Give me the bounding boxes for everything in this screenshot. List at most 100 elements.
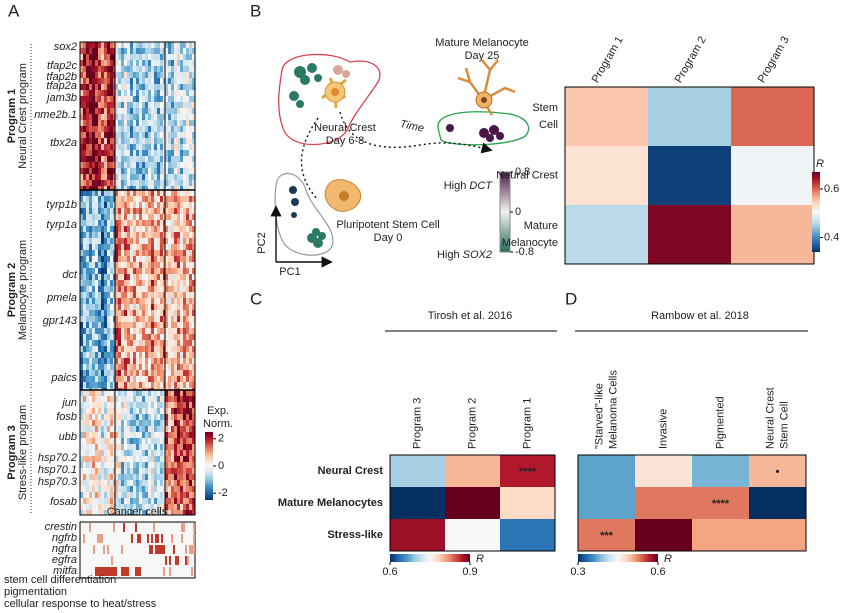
heatmap-cell [121, 414, 124, 420]
heatmap-cell [145, 334, 148, 340]
heatmap-cell [133, 238, 136, 244]
heatmap-cell [186, 66, 189, 72]
heatmap-cell [186, 126, 189, 132]
heatmap-cell [148, 274, 151, 280]
heatmap-cell [98, 298, 101, 304]
heatmap-cell [95, 226, 98, 232]
heatmap-cell [731, 87, 814, 146]
heatmap-cell [107, 120, 110, 126]
heatmap-cell [148, 376, 151, 382]
heatmap-cell [189, 474, 192, 480]
heatmap-cell [92, 232, 95, 238]
heatmap-cell [107, 396, 110, 402]
heatmap-cell [177, 214, 180, 220]
heatmap-cell [92, 438, 95, 444]
heatmap-cell [124, 256, 127, 262]
heatmap-cell [171, 162, 174, 168]
heatmap-cell [130, 444, 133, 450]
heatmap-cell [127, 190, 130, 196]
heatmap-cell [95, 376, 98, 382]
heatmap-cell [186, 262, 189, 268]
heatmap-cell [124, 108, 127, 114]
heatmap-cell [121, 138, 124, 144]
heatmap-cell [95, 174, 98, 180]
heatmap-cell [171, 352, 174, 358]
heatmap-cell [183, 298, 186, 304]
heatmap-cell [104, 250, 107, 256]
heatmap-cell [83, 340, 86, 346]
heatmap-cell [189, 72, 192, 78]
heatmap-cell [151, 286, 154, 292]
heatmap-cell [139, 190, 142, 196]
heatmap-cell [168, 376, 171, 382]
heatmap-cell [174, 420, 177, 426]
heatmap-cell [86, 486, 89, 492]
heatmap-cell [83, 268, 86, 274]
heatmap-cell [183, 168, 186, 174]
heatmap-cell [98, 220, 101, 226]
heatmap-cell [171, 432, 174, 438]
heatmap-cell [139, 390, 142, 396]
heatmap-cell [92, 114, 95, 120]
heatmap-cell [121, 72, 124, 78]
heatmap-cell [89, 244, 92, 250]
heatmap-cell [148, 90, 151, 96]
gene-label: tfap2a [46, 80, 77, 92]
heatmap-cell [124, 334, 127, 340]
heatmap-cell [95, 114, 98, 120]
heatmap-cell [133, 190, 136, 196]
heatmap-cell [157, 352, 160, 358]
heatmap-cell [180, 132, 183, 138]
heatmap-cell [186, 480, 189, 486]
heatmap-cell [86, 232, 89, 238]
heatmap-cell [154, 132, 157, 138]
heatmap-cell [89, 150, 92, 156]
heatmap-cell [177, 298, 180, 304]
heatmap-cell [180, 462, 183, 468]
heatmap-cell [186, 486, 189, 492]
heatmap-cell [189, 156, 192, 162]
heatmap-cell [136, 180, 139, 186]
heatmap-cell [95, 498, 98, 504]
heatmap-cell [95, 346, 98, 352]
heatmap-cell [177, 474, 180, 480]
heatmap-cell [180, 226, 183, 232]
heatmap-cell [133, 450, 136, 456]
heatmap-cell [160, 162, 163, 168]
heatmap-cell [110, 108, 113, 114]
heatmap-cell [136, 174, 139, 180]
heatmap-cell [98, 480, 101, 486]
heatmap-cell [107, 268, 110, 274]
heatmap-cell [177, 334, 180, 340]
heatmap-cell [180, 202, 183, 208]
heatmap-cell [86, 390, 89, 396]
heatmap-cell [101, 168, 104, 174]
gene-label: hsp70.3 [38, 476, 78, 488]
heatmap-cell [151, 498, 154, 504]
heatmap-cell [121, 90, 124, 96]
heatmap-cell [177, 54, 180, 60]
heatmap-cell [121, 48, 124, 54]
heatmap-cell [92, 292, 95, 298]
heatmap-cell [101, 250, 104, 256]
heatmap-cell [186, 444, 189, 450]
heatmap-cell [130, 292, 133, 298]
heatmap-cell [139, 108, 142, 114]
heatmap-cell [92, 150, 95, 156]
heatmap-cell [98, 102, 101, 108]
heatmap-cell [157, 480, 160, 486]
heatmap-cell [95, 316, 98, 322]
heatmap-cell [107, 402, 110, 408]
heatmap-cell [151, 432, 154, 438]
heatmap-cell [121, 346, 124, 352]
heatmap-cell [136, 84, 139, 90]
heatmap-cell [186, 358, 189, 364]
heatmap-cell [110, 456, 113, 462]
heatmap-cell [160, 214, 163, 220]
heatmap-cell [183, 426, 186, 432]
heatmap-cell [92, 274, 95, 280]
heatmap-cell [101, 66, 104, 72]
heatmap-cell [186, 226, 189, 232]
heatmap-cell [183, 462, 186, 468]
heatmap-cell [189, 180, 192, 186]
